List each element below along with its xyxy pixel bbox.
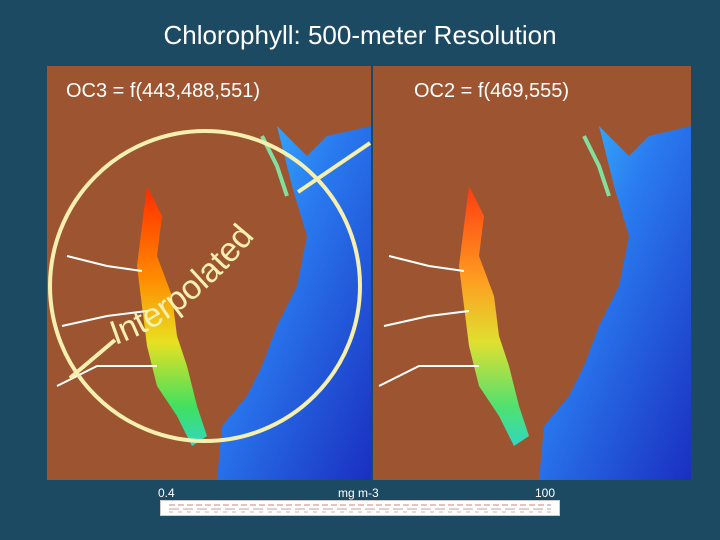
oc2-map-panel: [373, 66, 691, 480]
ocean-region: [539, 126, 691, 480]
scale-max-label: 100: [535, 486, 556, 500]
bay-region: [137, 186, 207, 446]
bay-region: [459, 186, 529, 446]
oc3-formula-label: OC3 = f(443,488,551): [66, 80, 261, 102]
color-scale-bar: [160, 500, 560, 516]
slide-title: Chlorophyll: 500-meter Resolution: [163, 20, 557, 50]
oc3-chlorophyll-map: [56, 126, 371, 480]
oc2-chlorophyll-map: [378, 126, 691, 480]
oc3-map-panel: [47, 66, 371, 480]
scale-min-label: 0.4: [158, 486, 175, 500]
scale-units-label: mg m-3: [338, 486, 379, 500]
oc2-formula-label: OC2 = f(469,555): [414, 80, 570, 102]
ocean-region: [217, 126, 371, 480]
